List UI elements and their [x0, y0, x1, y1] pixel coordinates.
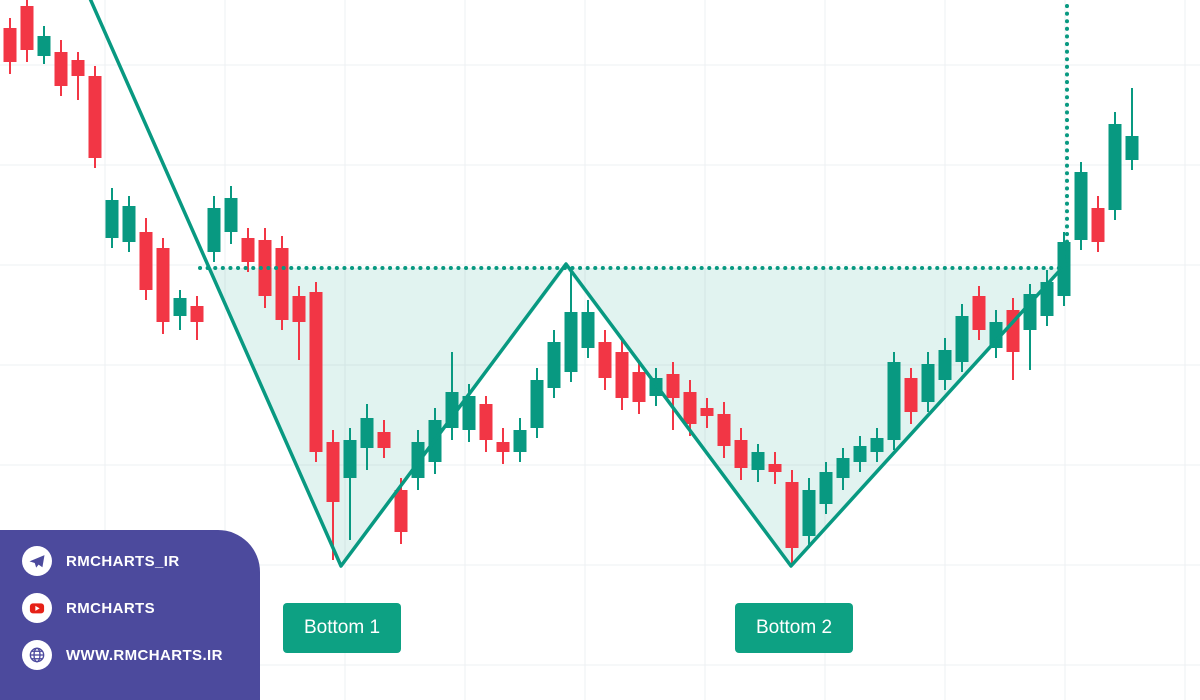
candles: [3, 0, 1139, 566]
youtube-row: RMCHARTS: [22, 592, 260, 624]
bottom2-label: Bottom 2: [735, 603, 853, 653]
pattern-trend-lines: [88, 0, 1069, 568]
pattern-fill-areas: [208, 268, 1062, 566]
telegram-row: RMCHARTS_IR: [22, 545, 260, 577]
watermark-panel: RMCHARTS_IR RMCHARTS WWW.: [0, 530, 260, 700]
globe-icon: [22, 640, 52, 670]
telegram-handle: RMCHARTS_IR: [66, 552, 180, 570]
website-row: WWW.RMCHARTS.IR: [22, 639, 260, 671]
bottom1-label: Bottom 1: [283, 603, 401, 653]
website-url: WWW.RMCHARTS.IR: [66, 646, 223, 664]
youtube-icon: [22, 593, 52, 623]
telegram-icon: [22, 546, 52, 576]
youtube-handle: RMCHARTS: [66, 599, 156, 617]
